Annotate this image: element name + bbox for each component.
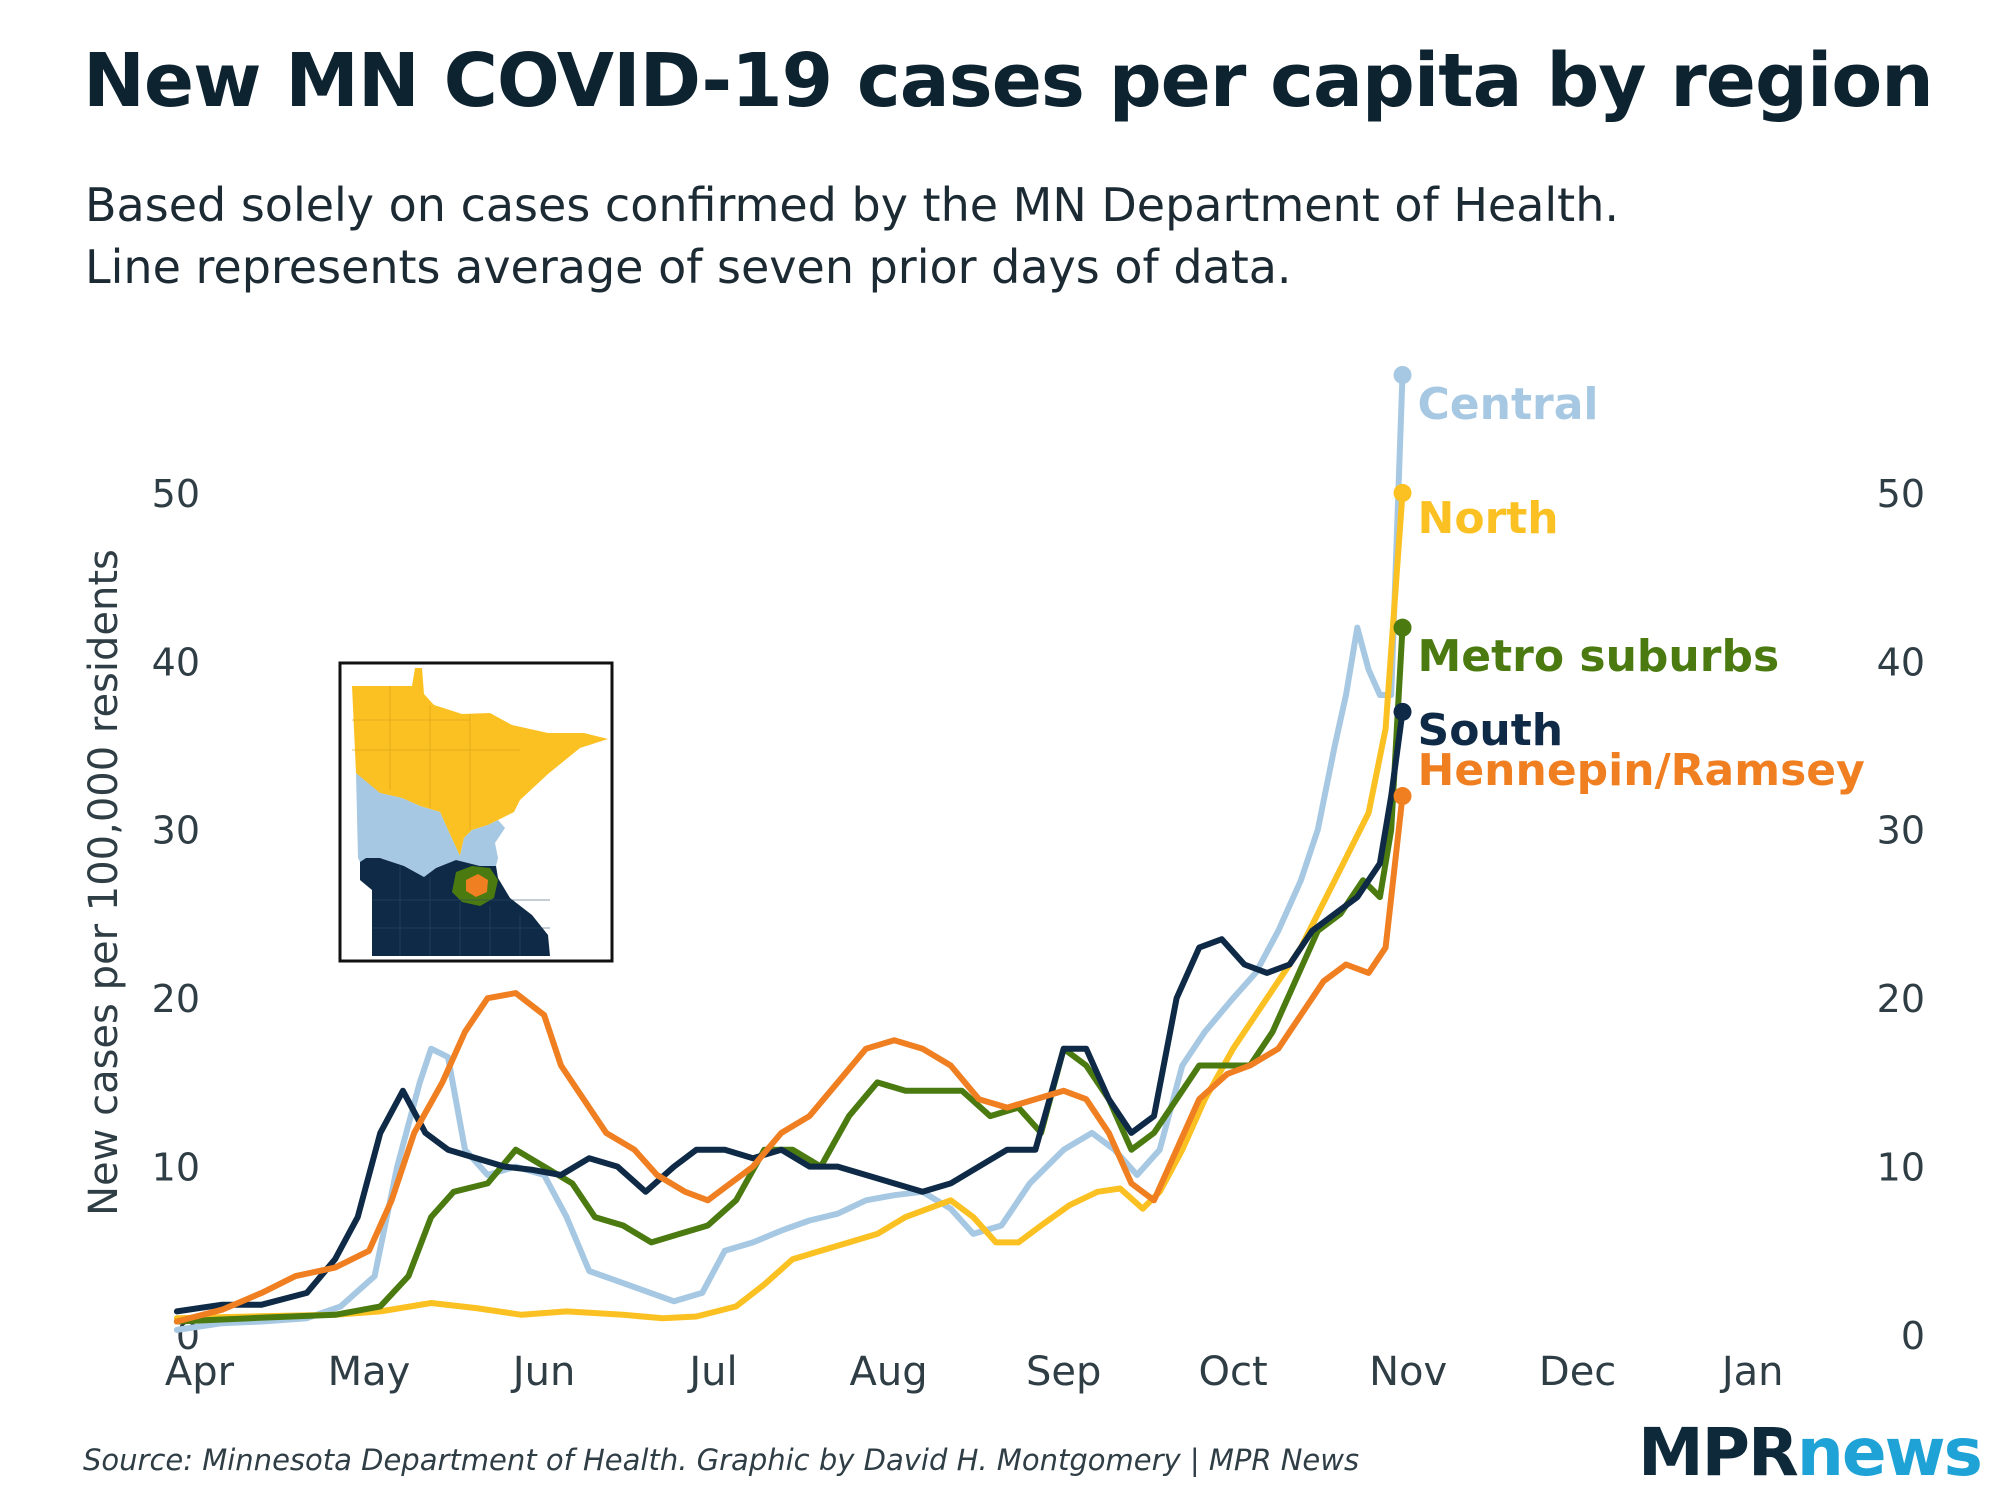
- x-tick-label-7: Nov: [1369, 1349, 1447, 1395]
- logo-mpr-text: MPR: [1638, 1414, 1799, 1491]
- x-tick-label-3: Jul: [686, 1349, 737, 1395]
- y-tick-label-left-2: 20: [152, 977, 200, 1021]
- series-line-4: [173, 793, 1406, 1325]
- series-end-point-2: [1393, 618, 1412, 637]
- chart-title: New MN COVID-19 cases per capita by regi…: [83, 38, 1934, 124]
- y-tick-label-right-2: 20: [1877, 977, 1925, 1021]
- y-tick-label-left-4: 40: [152, 640, 200, 684]
- logo-news-text: news: [1796, 1414, 1983, 1491]
- series-line-3: [173, 708, 1406, 1315]
- x-tick-label-2: Jun: [510, 1349, 576, 1395]
- y-tick-label-right-1: 10: [1877, 1146, 1925, 1190]
- map-county-lines-north: [352, 686, 520, 830]
- map-county-lines: [372, 866, 550, 956]
- x-tick-label-8: Dec: [1539, 1349, 1616, 1395]
- x-tick-label-0: Apr: [165, 1349, 235, 1395]
- series-lines: [173, 366, 1412, 1333]
- series-end-labels: Central North Metro suburbs SouthHennepin/R…: [1418, 379, 1865, 796]
- chart-subtitle-line-2: Line represents average of seven prior d…: [85, 240, 1292, 294]
- y-tick-label-left-5: 50: [152, 472, 200, 516]
- x-tick-label-4: Aug: [850, 1349, 928, 1395]
- series-end-point-0: [1393, 366, 1412, 384]
- map-region-south: [360, 858, 550, 956]
- minnesota-region-map: [338, 661, 614, 963]
- y-tick-label-right-4: 40: [1877, 640, 1925, 684]
- series-label-1: North: [1418, 493, 1559, 544]
- series-line-0: [173, 372, 1406, 1333]
- series-label-2: Metro suburbs: [1418, 631, 1780, 682]
- series-label-4: Hennepin/Ramsey: [1418, 745, 1865, 796]
- chart-subtitle-line-1: Based solely on cases confirmed by the M…: [85, 178, 1619, 232]
- series-line-2: [173, 624, 1406, 1325]
- series-line-1: [173, 489, 1406, 1322]
- x-tick-label-1: May: [328, 1349, 411, 1395]
- series-end-point-1: [1393, 483, 1412, 502]
- y-axis-title: New cases per 100,000 residents: [81, 549, 127, 1216]
- series-label-0: Central: [1418, 379, 1599, 430]
- y-tick-label-right-0: 0: [1901, 1314, 1925, 1358]
- series-end-point-3: [1393, 702, 1412, 721]
- y-tick-label-right-5: 50: [1877, 472, 1925, 516]
- mpr-news-logo: MPRnews: [1638, 1420, 1983, 1486]
- map-region-central: [356, 773, 505, 877]
- source-note: Source: Minnesota Department of Health. …: [83, 1443, 1360, 1477]
- map-region-north: [352, 668, 608, 856]
- series-label-3: South: [1418, 705, 1564, 756]
- y-tick-label-left-1: 10: [152, 1146, 200, 1190]
- y-tick-label-right-3: 30: [1877, 809, 1925, 853]
- x-tick-label-6: Oct: [1199, 1349, 1268, 1395]
- map-region-hennepin-ramsey: [466, 874, 488, 897]
- y-tick-label-left-3: 30: [152, 809, 200, 853]
- x-tick-label-9: Jan: [1719, 1349, 1784, 1395]
- series-end-point-4: [1393, 787, 1412, 806]
- x-tick-label-5: Sep: [1026, 1349, 1101, 1395]
